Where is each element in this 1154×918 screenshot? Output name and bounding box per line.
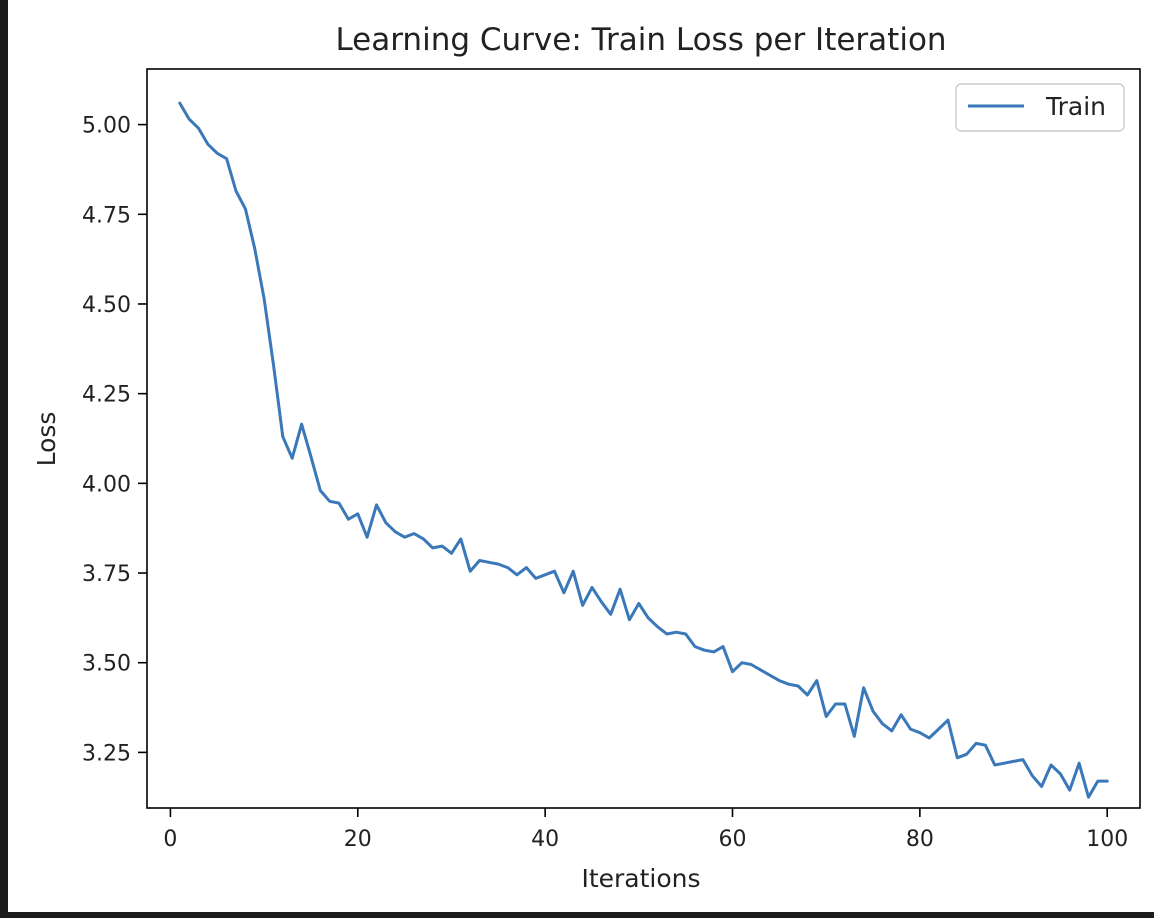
y-tick-label: 4.00 [82,472,131,497]
chart-title: Learning Curve: Train Loss per Iteration [335,22,946,58]
plot-area-border [146,68,1141,809]
y-tick-label: 3.50 [82,652,131,677]
y-tick-label: 4.75 [82,203,131,228]
x-tick-label: 20 [344,827,372,852]
legend: Train [955,83,1125,132]
line-chart: Learning Curve: Train Loss per Iteration… [32,22,1141,893]
legend-box [955,83,1125,132]
x-tick-label: 100 [1086,827,1128,852]
x-tick-label: 80 [906,827,934,852]
x-tick-label: 40 [531,827,559,852]
x-axis-label: Iterations [581,864,700,893]
y-tick-label: 4.25 [82,383,131,408]
y-tick-label: 5.00 [82,114,131,139]
x-axis: 0 20 40 60 80 100 [163,808,1128,852]
figure-canvas: Learning Curve: Train Loss per Iteration… [8,0,1154,912]
y-tick-label: 3.75 [82,562,131,587]
x-tick-label: 0 [163,827,177,852]
y-tick-label: 4.50 [82,293,131,318]
legend-label-train: Train [1045,92,1106,121]
x-tick-label: 60 [718,827,746,852]
y-axis: 3.25 3.50 3.75 4.00 4.25 4.50 4.75 5.00 [82,114,147,766]
y-tick-label: 3.25 [82,741,131,766]
y-axis-label: Loss [32,412,61,467]
series-line-train [178,101,1109,799]
